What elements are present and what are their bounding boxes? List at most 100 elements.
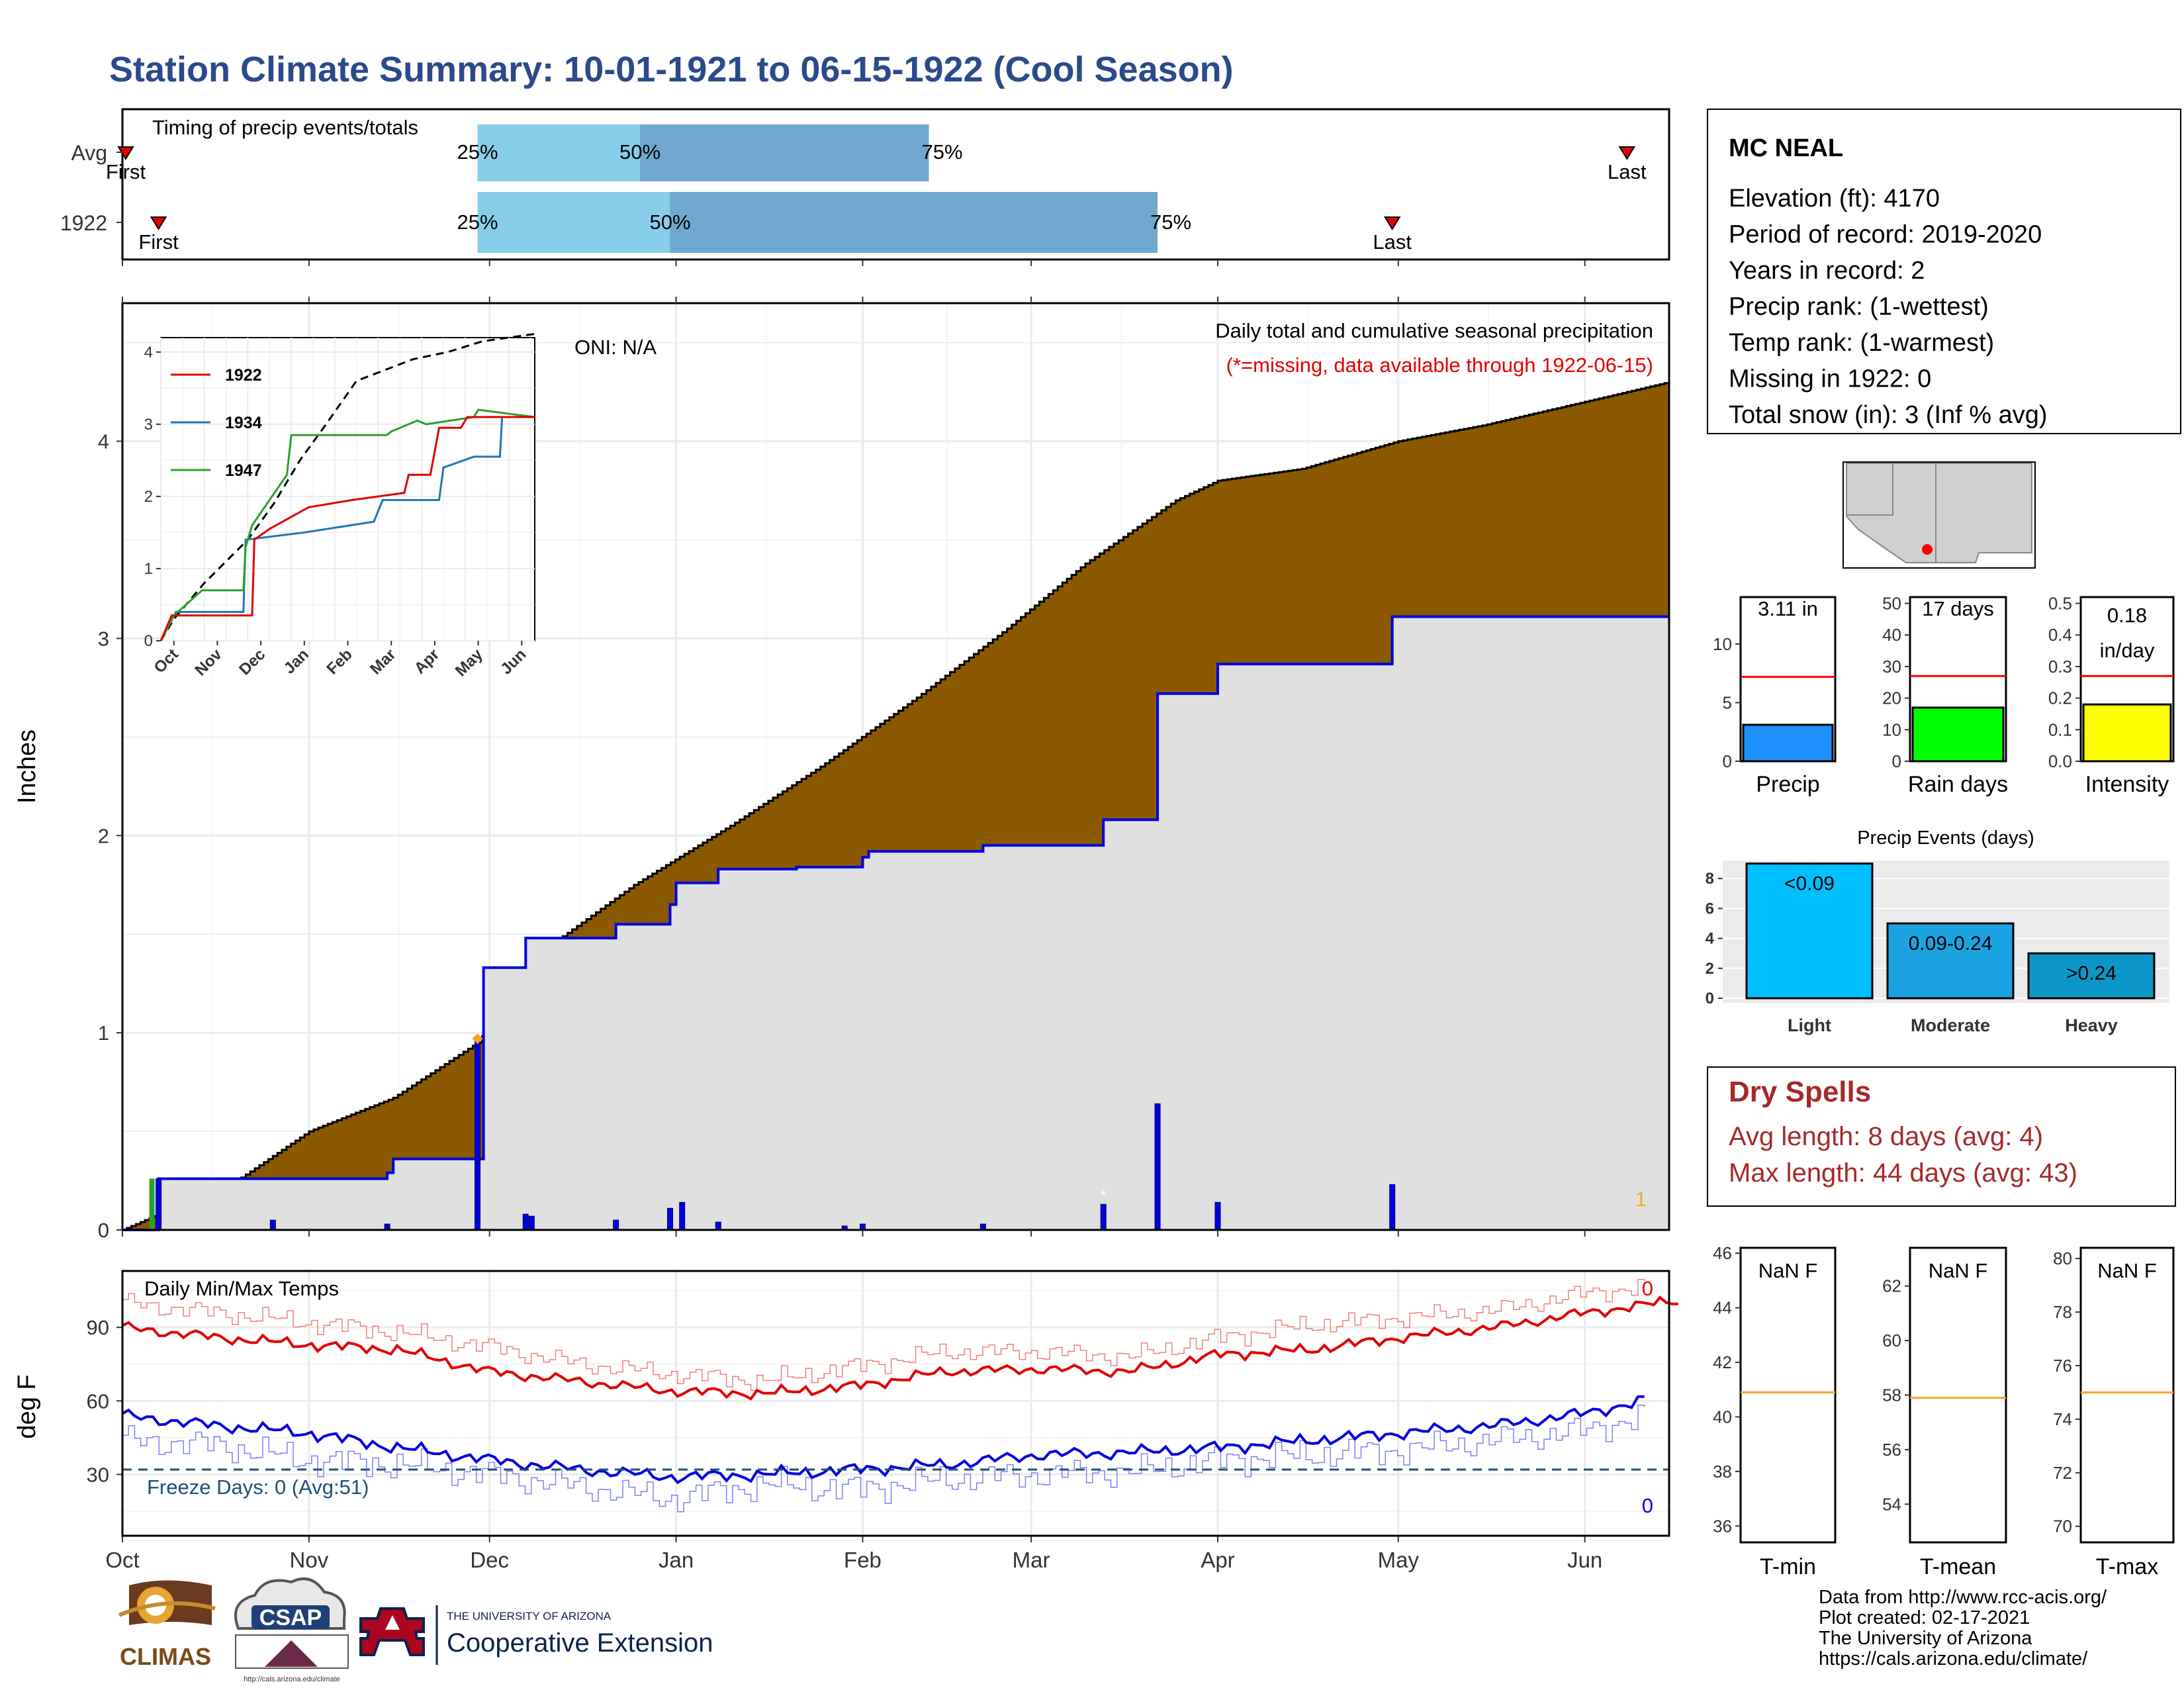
temp-box-frame [2079, 1246, 2175, 1544]
mini-bar-y-tick-label: 0.1 [2048, 720, 2072, 739]
daily-precip-bar [528, 1215, 535, 1231]
temp-panel: 30 60 90 Oct Nov Dec Jan Feb Mar Apr May Jun Daily … [13, 1270, 1678, 1572]
csap-url: http://cals.arizona.edu/climate [244, 1675, 340, 1683]
daily-precip-bar [1154, 1103, 1161, 1231]
mini-bar-value-label: 17 days [1922, 597, 1994, 620]
temp-x-tick-label: Jun [1567, 1548, 1602, 1572]
mini-bar-y-tick-label: 0.2 [2048, 688, 2072, 708]
inset-legend-label: 1934 [225, 414, 262, 432]
temp-box-y-tick-label: 70 [2053, 1517, 2072, 1536]
temp-y-tick-label: 90 [87, 1316, 109, 1339]
temp-box-label: T-max [2096, 1554, 2158, 1579]
temp-box-y-tick-label: 76 [2053, 1356, 2072, 1376]
inset-y-tick-label: 4 [144, 344, 153, 361]
inset-series-1922 [159, 416, 535, 641]
summary-bars: 3.11 in 0 5 10 Precip 17 days 0 10 20 30 40 50 Rain … [1713, 594, 2175, 797]
mini-bar-value [1742, 724, 1834, 763]
precip-events-title: Precip Events (days) [1857, 827, 2034, 849]
station-info-line: Total snow (in): 3 (Inf % avg) [1729, 401, 2048, 429]
timing-panel: Timing of precip events/totals Avg 1922 … [60, 108, 1670, 266]
timing-p25-label: 25% [457, 211, 498, 234]
temp-box-y-tick-label: 46 [1713, 1243, 1732, 1263]
csap-logo: CSAP http://cals.arizona.edu/climate [234, 1577, 349, 1683]
mini-bar-label: Rain days [1908, 772, 2008, 797]
events-bar-label: >0.24 [2066, 962, 2116, 984]
inset-y-tick-label: 0 [144, 632, 153, 650]
mini-bar-y-tick-label: 40 [1882, 625, 1901, 645]
temp-box-frame [1909, 1246, 2007, 1544]
timing-p50-label: 50% [619, 140, 660, 164]
station-info-line: Precip rank: (1-wettest) [1729, 293, 1989, 321]
mini-bar-y-tick-label: 0.0 [2048, 751, 2072, 771]
missing-data-marker [472, 1033, 483, 1045]
events-y-tick-label: 2 [1706, 960, 1714, 978]
events-bar-label: 0.09-0.24 [1909, 933, 1993, 955]
precip-y-tick-label: 1 [98, 1021, 109, 1045]
timing-row-label-1922: 1922 [60, 211, 107, 235]
daily-precip-bar [613, 1219, 619, 1231]
average-cumulative-outline [122, 382, 1670, 1231]
temp-max-count: 0 [1642, 1277, 1653, 1300]
station-location-dot [1922, 544, 1933, 555]
timing-p75-label: 75% [1150, 211, 1191, 234]
dry-spells-max: Max length: 44 days (avg: 43) [1729, 1158, 2077, 1188]
timing-bar-q2 [670, 192, 1158, 253]
daily-precip-bar [715, 1221, 721, 1231]
freeze-days-text: Freeze Days: 0 (Avg:51) [147, 1476, 369, 1499]
footer-line: The University of Arizona [1819, 1628, 2032, 1649]
temp-box-y-tick-label: 38 [1713, 1462, 1732, 1481]
mini-bar-label: Intensity [2085, 772, 2169, 797]
inset-y-tick-label: 3 [144, 416, 153, 434]
locator-map [1843, 461, 2036, 569]
inset-legend-label: 1947 [225, 461, 262, 480]
timing-bar-q1 [477, 124, 641, 181]
dry-spells-avg: Avg length: 8 days (avg: 4) [1729, 1122, 2043, 1151]
inset-y-tick-label: 1 [144, 560, 153, 578]
temp-y-axis-label: deg F [13, 1374, 41, 1438]
temp-min-count: 0 [1642, 1494, 1653, 1517]
temp-x-tick-label: May [1378, 1548, 1420, 1572]
ua-small-text: THE UNIVERSITY OF ARIZONA [447, 1610, 612, 1622]
page-title: Station Climate Summary: 10-01-1921 to 0… [109, 50, 1234, 89]
temp-box-y-tick-label: 54 [1882, 1494, 1901, 1514]
missing-count: 1 [1635, 1188, 1647, 1211]
mini-bar-y-tick-label: 30 [1882, 657, 1901, 677]
temperature-boxes: NaN F 36 38 40 42 44 46 T-min NaN F 54 56 58 60 62 T-m… [1713, 1243, 2175, 1579]
temp-box-y-tick-label: 56 [1882, 1440, 1901, 1460]
timing-bar-q1 [477, 192, 670, 253]
last-event-label: Last [1373, 230, 1412, 254]
temp-y-tick-label: 60 [87, 1389, 109, 1413]
timing-bar-q2 [640, 124, 929, 181]
temp-y-tick-label: 30 [87, 1463, 109, 1486]
temp-box-y-tick-label: 40 [1713, 1407, 1732, 1427]
temp-x-tick-label: Dec [470, 1548, 509, 1572]
events-category-label: Heavy [2065, 1015, 2118, 1035]
daily-precip-bar [475, 1038, 481, 1231]
last-event-marker [1383, 216, 1401, 230]
station-info-line: Years in record: 2 [1729, 257, 1925, 285]
daily-precip-bar [1214, 1201, 1221, 1231]
events-bar-label: <0.09 [1784, 873, 1835, 895]
temp-box-label: T-min [1760, 1554, 1816, 1579]
oni-label: ONI: N/A [574, 336, 657, 359]
ua-logo: THE UNIVERSITY OF ARIZONA Cooperative Ex… [359, 1605, 713, 1665]
events-y-tick-label: 6 [1706, 900, 1714, 917]
mini-bar-y-tick-label: 0.5 [2048, 594, 2072, 614]
last-event-label: Last [1608, 160, 1647, 183]
temp-box-y-tick-label: 36 [1713, 1516, 1732, 1536]
mini-bar-value [2082, 703, 2172, 763]
precip-y-tick-label: 2 [98, 824, 109, 847]
events-y-tick-label: 0 [1706, 990, 1714, 1008]
events-bar [1886, 922, 2015, 1000]
temp-box-y-tick-label: 80 [2053, 1248, 2072, 1268]
timing-panel-title: Timing of precip events/totals [152, 116, 418, 139]
inset-average-line [159, 333, 535, 641]
average-min-temp-line [122, 1395, 1645, 1485]
mini-bar-value-label: 0.18 [2107, 604, 2147, 627]
inset-series-1934 [159, 416, 535, 641]
climas-logo-text: CLIMAS [120, 1643, 211, 1670]
precip-y-axis-label: Inches [13, 729, 41, 804]
csap-logo-text: CSAP [259, 1605, 322, 1630]
first-event-marker [150, 216, 167, 230]
